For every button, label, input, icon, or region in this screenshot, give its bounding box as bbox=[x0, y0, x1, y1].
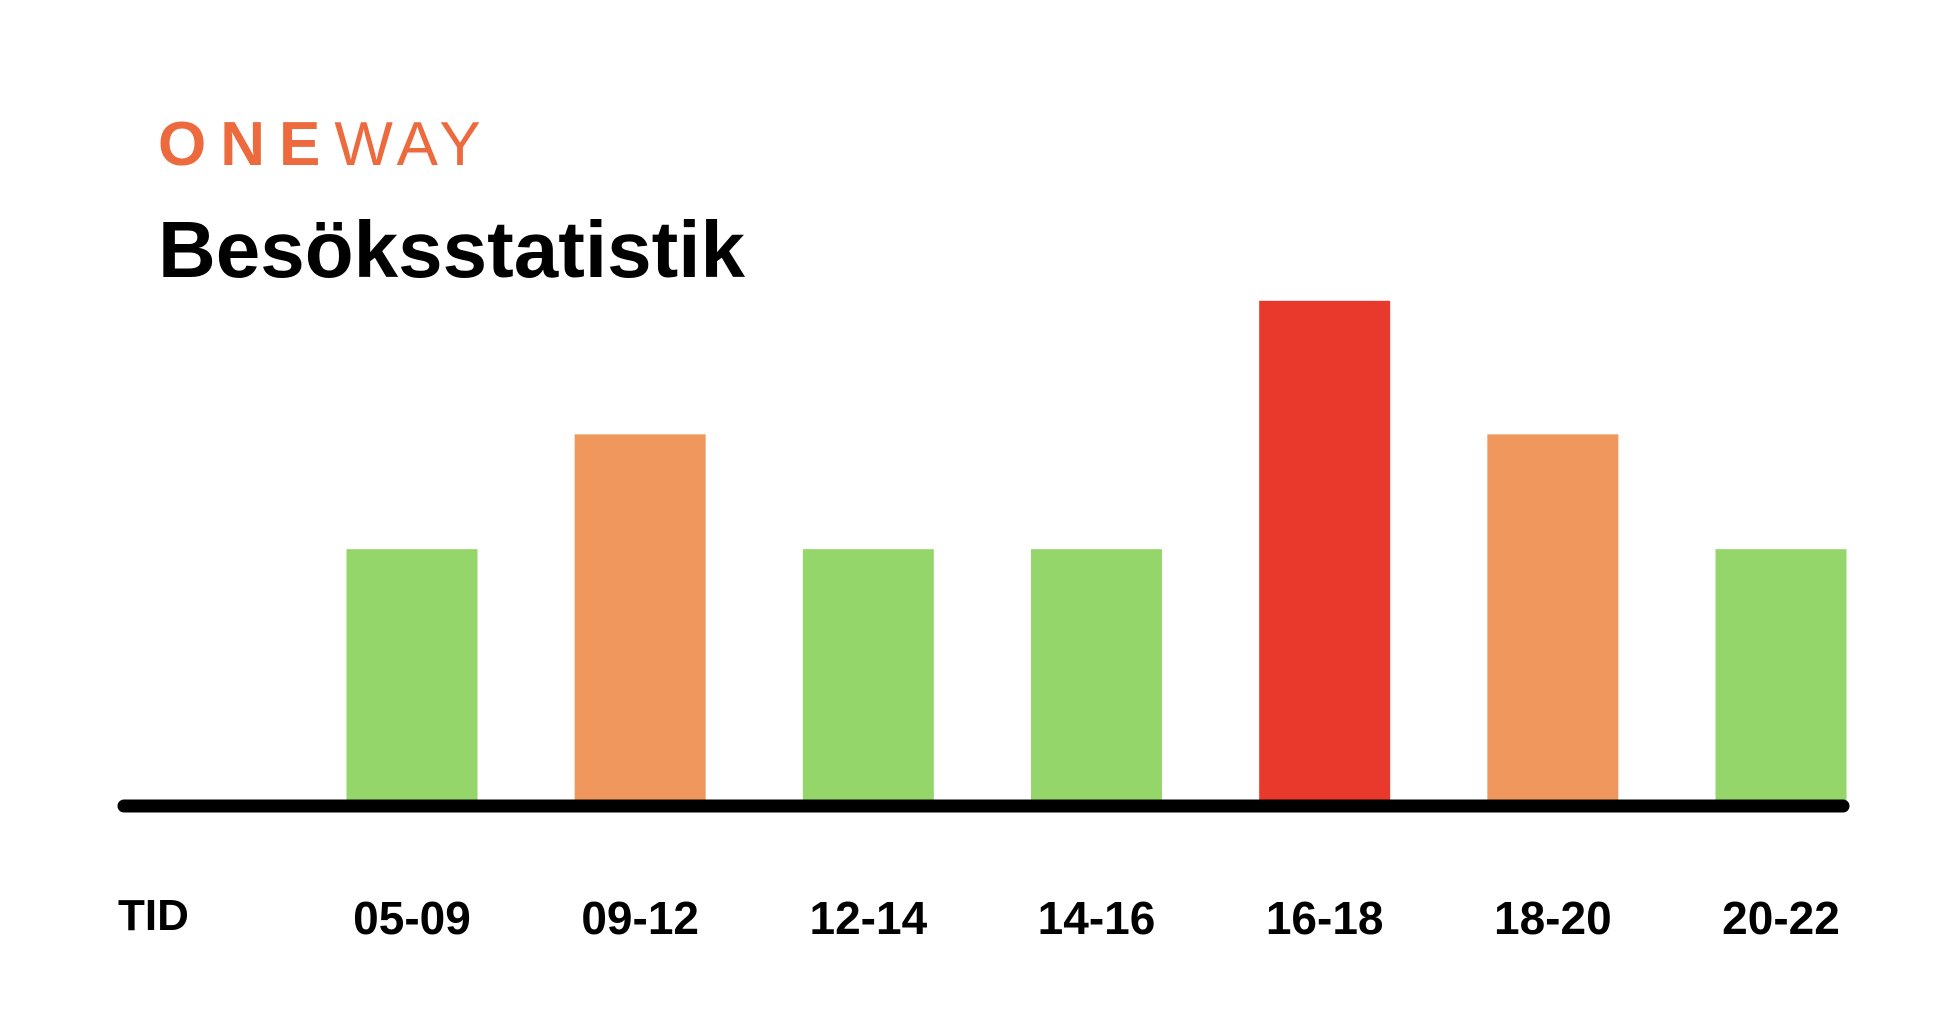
bar bbox=[1031, 549, 1162, 805]
bar bbox=[802, 549, 934, 805]
logo-light: WAY bbox=[334, 110, 486, 179]
bar bbox=[1715, 549, 1847, 805]
bar bbox=[1259, 300, 1391, 805]
x-tick-label: 09-12 bbox=[581, 892, 699, 944]
x-axis-label: TID bbox=[118, 891, 189, 940]
x-tick-label: 12-14 bbox=[810, 892, 928, 944]
x-tick-label: 18-20 bbox=[1494, 892, 1612, 944]
chart-title: Besöksstatistik bbox=[158, 205, 745, 294]
bar bbox=[346, 549, 478, 805]
logo: ONEWAY bbox=[158, 110, 487, 179]
x-tick-label: 16-18 bbox=[1266, 892, 1384, 944]
x-tick-label: 14-16 bbox=[1038, 892, 1156, 944]
x-tick-label: 20-22 bbox=[1722, 892, 1840, 944]
x-tick-label: 05-09 bbox=[353, 892, 471, 944]
bar bbox=[1487, 434, 1619, 805]
logo-bold: ONE bbox=[158, 110, 334, 179]
bar bbox=[574, 434, 706, 805]
